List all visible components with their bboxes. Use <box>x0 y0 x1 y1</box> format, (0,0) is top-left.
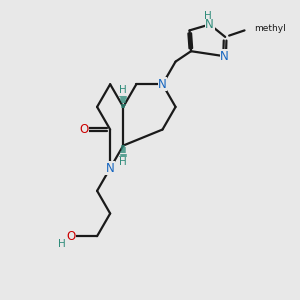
Text: N: N <box>220 50 229 63</box>
Text: O: O <box>66 230 76 243</box>
Text: O: O <box>80 123 88 136</box>
Text: N: N <box>106 162 115 175</box>
Text: N: N <box>206 18 214 31</box>
Text: H: H <box>119 157 127 167</box>
Text: H: H <box>204 11 212 21</box>
Text: H: H <box>58 238 65 249</box>
Text: N: N <box>158 78 167 91</box>
Text: methyl: methyl <box>254 24 286 33</box>
Text: H: H <box>119 85 127 95</box>
